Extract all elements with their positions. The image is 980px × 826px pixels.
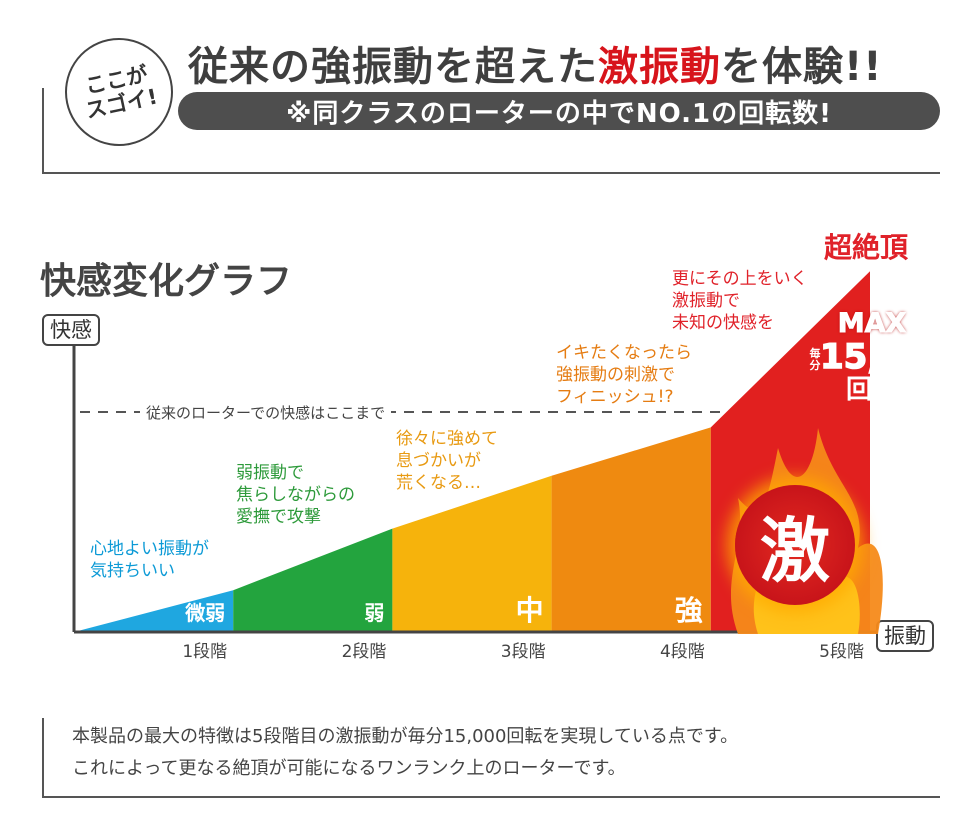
note-level-1-line-1: 心地よい振動が: [90, 539, 209, 559]
segment-label-2: 弱: [364, 601, 384, 625]
note-level-2-line-1: 弱振動で: [236, 463, 304, 483]
graph-title: 快感変化グラフ: [40, 261, 293, 302]
note-level-4: イキたくなったら 強振動の刺激で フィニッシュ!?: [556, 342, 692, 408]
headline-part-1: 従来の強振動を超えた: [188, 44, 598, 90]
chart-segment-3: [392, 475, 552, 632]
note-level-4-line-3: フィニッシュ!?: [556, 387, 674, 407]
max-label: MAX: [837, 308, 907, 340]
note-level-1: 心地よい振動が 気持ちいい: [90, 538, 209, 582]
peak-label: 超絶頂: [824, 231, 909, 264]
note-level-4-line-1: イキたくなったら: [556, 343, 692, 363]
note-level-3-line-3: 荒くなる…: [396, 473, 481, 493]
headline-part-3: を体験!!: [721, 44, 883, 90]
subheadline-band: ※同クラスのローターの中でNO.1の回転数!: [178, 92, 940, 130]
note-level-1-line-2: 気持ちいい: [90, 561, 175, 581]
note-level-5-line-1: 更にその上をいく: [672, 269, 808, 289]
geki-glyph: 激: [760, 509, 830, 592]
baseline-note: 従来のローターでの快感はここまで: [140, 402, 392, 424]
per-minute-label: 毎分: [809, 347, 821, 372]
segment-label-3: 中: [516, 594, 544, 627]
note-level-3-line-1: 徐々に強めて: [396, 429, 498, 449]
max-count: 15,000: [819, 337, 952, 377]
segment-label-4: 強: [675, 594, 703, 627]
tick-label-1: 1段階: [182, 642, 227, 662]
note-level-2-line-2: 焦らしながらの: [236, 485, 355, 505]
description-line-1: 本製品の最大の特徴は5段階目の激振動が毎分15,000回転を実現している点です。: [72, 726, 739, 747]
note-level-5-line-3: 未知の快感を: [672, 313, 774, 333]
chart-segment-2: [233, 528, 393, 632]
note-level-5-line-2: 激振動で: [672, 291, 740, 311]
segment-label-1: 微弱: [184, 601, 225, 625]
geki-emblem: 激: [735, 485, 855, 605]
tick-label-4: 4段階: [660, 642, 705, 662]
headline-highlight: 激振動: [598, 44, 721, 90]
description-frame-bottom: [42, 796, 940, 798]
note-level-2: 弱振動で 焦らしながらの 愛撫で攻撃: [236, 462, 355, 528]
tick-label-5: 5段階: [819, 642, 864, 662]
subheadline-text: ※同クラスのローターの中でNO.1の回転数!: [286, 98, 832, 129]
x-axis-label: 振動: [876, 620, 934, 652]
max-unit: 回転: [845, 375, 898, 405]
header-frame-left: [42, 88, 44, 174]
note-level-2-line-3: 愛撫で攻撃: [236, 507, 321, 527]
chart-segment-1: [74, 590, 234, 632]
header-frame-bottom: [42, 172, 940, 174]
note-level-3-line-2: 息づかいが: [396, 451, 481, 471]
note-level-5: 更にその上をいく 激振動で 未知の快感を: [672, 268, 808, 334]
y-axis-label: 快感: [42, 314, 100, 346]
tick-label-2: 2段階: [342, 642, 387, 662]
description-frame-left: [42, 718, 44, 798]
note-level-4-line-2: 強振動の刺激で: [556, 365, 675, 385]
description-line-2: これによって更なる絶頂が可能になるワンランク上のローターです。: [72, 758, 626, 779]
note-level-3: 徐々に強めて 息づかいが 荒くなる…: [396, 428, 498, 494]
chart-segment-4: [551, 427, 711, 632]
tick-label-3: 3段階: [501, 642, 546, 662]
headline: 従来の強振動を超えた激振動を体験!!: [188, 34, 882, 92]
max-speed-callout: MAX 毎分 15,000 回転: [806, 308, 952, 406]
